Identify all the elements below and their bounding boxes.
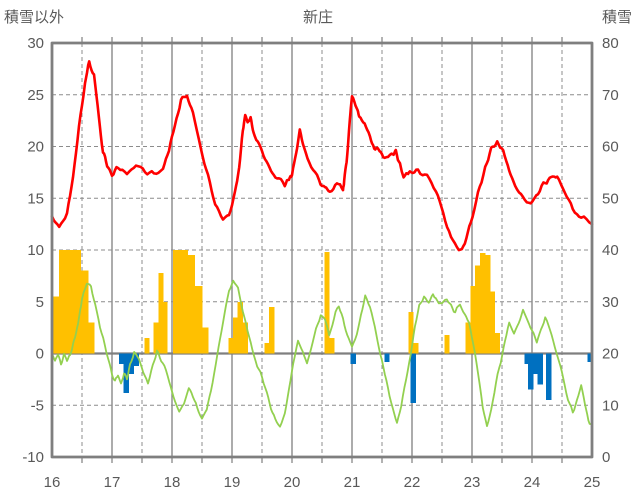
svg-text:10: 10	[602, 397, 619, 414]
svg-text:16: 16	[44, 474, 61, 491]
svg-text:0: 0	[602, 449, 610, 466]
svg-text:22: 22	[404, 474, 421, 491]
svg-text:20: 20	[284, 474, 301, 491]
svg-text:20: 20	[602, 346, 619, 363]
svg-text:40: 40	[602, 242, 619, 259]
svg-text:0: 0	[36, 346, 44, 363]
svg-text:80: 80	[602, 35, 619, 52]
svg-text:10: 10	[27, 242, 44, 259]
svg-text:23: 23	[464, 474, 481, 491]
svg-text:17: 17	[104, 474, 121, 491]
svg-text:50: 50	[602, 190, 619, 207]
svg-text:-10: -10	[22, 449, 44, 466]
svg-text:18: 18	[164, 474, 181, 491]
svg-text:21: 21	[344, 474, 361, 491]
svg-text:25: 25	[584, 474, 601, 491]
svg-text:70: 70	[602, 87, 619, 104]
svg-text:20: 20	[27, 139, 44, 156]
svg-text:19: 19	[224, 474, 241, 491]
svg-text:15: 15	[27, 190, 44, 207]
svg-text:-5: -5	[31, 397, 44, 414]
svg-text:25: 25	[27, 87, 44, 104]
svg-text:30: 30	[602, 294, 619, 311]
svg-text:24: 24	[524, 474, 541, 491]
svg-text:30: 30	[27, 35, 44, 52]
svg-text:60: 60	[602, 139, 619, 156]
svg-text:5: 5	[36, 294, 44, 311]
